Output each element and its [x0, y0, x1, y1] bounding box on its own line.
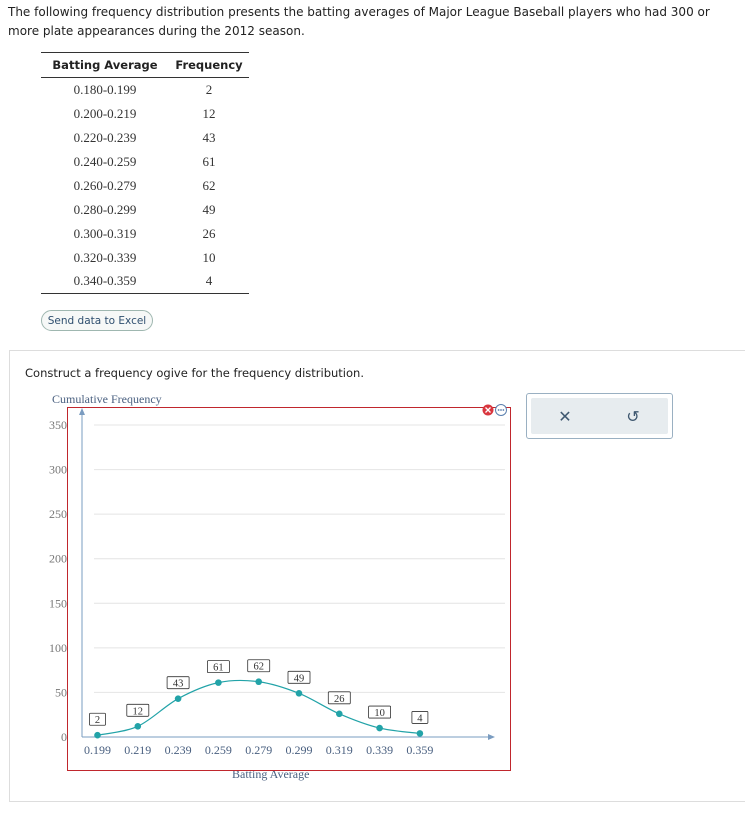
point-label-box: [327, 691, 351, 705]
table-cell: 0.300-0.319: [73, 225, 137, 241]
point-label: 43: [173, 679, 184, 690]
table-cell: 49: [202, 201, 216, 217]
table-row: 0.220-0.239 43: [41, 126, 249, 150]
y-tick-label: 0: [61, 730, 67, 744]
y-tick-label: 300: [49, 463, 67, 477]
table-cell: 0.240-0.259: [73, 153, 137, 169]
close-icon[interactable]: ✕: [558, 406, 572, 426]
table-cell: 0.260-0.279: [73, 177, 137, 193]
axes: [79, 408, 495, 740]
point-label-box: [126, 703, 150, 717]
y-tick-label: 350: [49, 418, 67, 432]
table-cell: 0.280-0.299: [73, 201, 137, 217]
point-label-box: [247, 659, 271, 673]
data-point[interactable]: [174, 695, 182, 702]
question-intro: The following frequency distribution pre…: [8, 5, 710, 38]
data-point[interactable]: [255, 678, 262, 686]
send-to-excel-button[interactable]: Send data to Excel: [41, 310, 153, 331]
table-cell: 0.200-0.219: [73, 105, 137, 121]
more-dot: [497, 409, 500, 411]
y-axis-title: Cumulative Frequency: [52, 392, 162, 406]
ogive-series[interactable]: 2 12 43 61 62 49 26 10 4: [89, 659, 429, 739]
y-tick-labels: 0 50 100 150 200 250 300 350: [49, 418, 67, 744]
reset-icon[interactable]: ↺: [626, 406, 640, 426]
table-cell: 61: [202, 153, 216, 169]
data-point[interactable]: [336, 710, 343, 718]
data-point[interactable]: [376, 724, 383, 732]
table-row: 0.240-0.259 61: [41, 150, 249, 174]
x-tick-label: 0.219: [124, 743, 151, 757]
data-point[interactable]: [215, 679, 222, 686]
point-label: 61: [213, 663, 224, 674]
y-tick-label: 50: [55, 685, 67, 699]
data-point[interactable]: [295, 690, 303, 697]
data-point[interactable]: [416, 730, 424, 737]
frequency-table: Batting Average Frequency 0.180-0.199 2 0…: [41, 52, 249, 294]
point-label: 10: [374, 708, 385, 719]
table-cell: 43: [202, 129, 216, 145]
x-tick-label: 0.239: [165, 743, 192, 757]
y-tick-label: 250: [49, 507, 67, 521]
table-cell: 12: [202, 105, 216, 121]
point-label: 26: [334, 694, 345, 705]
table-cell: 4: [205, 273, 213, 289]
x-tick-label: 0.299: [286, 743, 313, 757]
instruction-text: Construct a frequency ogive for the freq…: [25, 366, 364, 380]
point-label: 49: [294, 673, 305, 684]
answer-controls: ✕ ↺: [526, 393, 673, 439]
table-cell: 26: [202, 225, 216, 241]
table-row: 0.260-0.279 62: [41, 174, 249, 198]
answer-controls-bar: ✕ ↺: [531, 398, 668, 434]
y-axis-arrow-icon: [79, 408, 85, 415]
x-tick-labels: 0.199 0.219 0.239 0.259 0.279 0.299 0.319 0.339…: [84, 743, 433, 757]
table-row: 0.200-0.219 12: [41, 102, 249, 126]
y-tick-label: 100: [49, 641, 67, 655]
point-label-box: [206, 660, 230, 674]
point-label-box: [287, 670, 311, 684]
x-axis-arrow-icon: [488, 734, 495, 740]
x-tick-label: 0.339: [366, 743, 393, 757]
column-header-batting-average: Batting Average: [52, 58, 158, 72]
delete-icon-cross: [485, 407, 491, 413]
point-label: 12: [133, 706, 144, 717]
x-tick-label: 0.259: [205, 743, 232, 757]
x-tick-label: 0.359: [406, 743, 433, 757]
table-cell: 0.320-0.339: [73, 249, 137, 265]
table-row: 0.300-0.319 26: [41, 222, 249, 246]
table-cell: 0.220-0.239: [73, 129, 137, 145]
y-tick-label: 150: [49, 596, 67, 610]
more-dot: [500, 409, 502, 411]
graph-tools[interactable]: [482, 404, 507, 416]
graph-frame[interactable]: [67, 407, 511, 771]
column-header-frequency: Frequency: [175, 58, 243, 72]
table-header-row: Batting Average Frequency: [41, 52, 249, 78]
table-cell: 10: [202, 249, 216, 265]
x-tick-label: 0.319: [326, 743, 353, 757]
point-label-box: [368, 705, 392, 719]
point-label-box: [411, 711, 429, 724]
table-cell: 62: [202, 177, 216, 193]
y-tick-label: 200: [49, 552, 67, 566]
table-row: 0.320-0.339 10: [41, 246, 249, 270]
more-dot: [502, 409, 505, 411]
table-cell: 0.180-0.199: [73, 81, 137, 97]
point-label: 2: [95, 715, 100, 726]
point-label: 4: [417, 713, 423, 724]
point-label-box: [89, 712, 106, 726]
table-cell: 2: [205, 81, 213, 97]
point-label-box: [166, 676, 190, 690]
table-cell: 0.340-0.359: [73, 273, 137, 289]
point-label: 62: [253, 662, 264, 673]
data-point[interactable]: [134, 723, 142, 730]
data-point[interactable]: [94, 731, 101, 739]
table-row: 0.340-0.359 4: [41, 270, 249, 294]
grid-lines: [94, 424, 505, 693]
x-tick-label: 0.199: [84, 743, 111, 757]
x-tick-label: 0.279: [245, 743, 272, 757]
table-row: 0.180-0.199 2: [41, 78, 249, 102]
table-row: 0.280-0.299 49: [41, 198, 249, 222]
